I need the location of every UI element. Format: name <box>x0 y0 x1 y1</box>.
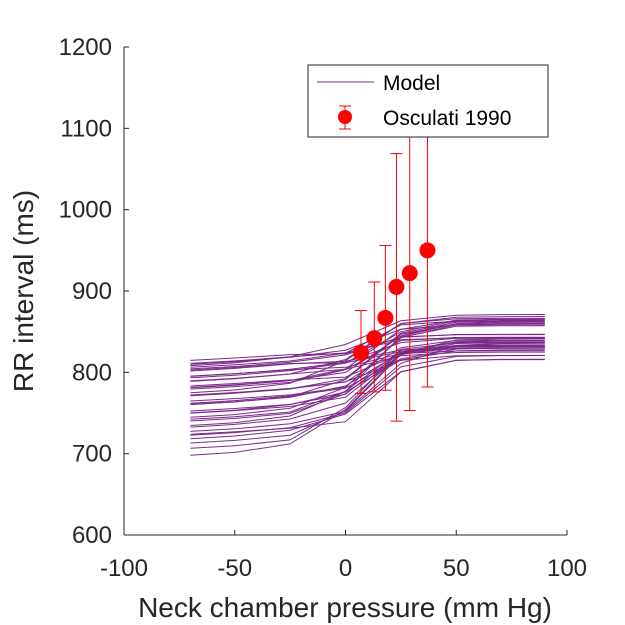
model-curve <box>190 346 545 372</box>
model-curve <box>190 351 545 382</box>
y-tick-label: 1000 <box>59 197 112 224</box>
legend: Model Osculati 1990 <box>307 64 549 138</box>
y-ticks: 600 700 800 900 1000 1100 1200 <box>59 34 129 549</box>
data-point <box>419 242 436 259</box>
model-curve <box>190 349 545 414</box>
x-tick-label: 100 <box>547 555 587 582</box>
y-tick-label: 1100 <box>60 115 112 142</box>
y-tick-label: 600 <box>72 522 112 549</box>
y-tick-label: 700 <box>72 441 112 468</box>
x-tick-label: 0 <box>339 555 352 582</box>
data-point <box>388 278 405 295</box>
legend-model-label: Model <box>383 72 440 95</box>
legend-box <box>307 64 549 138</box>
legend-data-marker <box>338 110 352 124</box>
y-axis-label: RR interval (ms) <box>8 190 39 392</box>
y-tick-label: 1200 <box>59 34 112 61</box>
x-tick-label: 50 <box>443 555 470 582</box>
y-tick-label: 900 <box>72 278 112 305</box>
x-axis-label: Neck chamber pressure (mm Hg) <box>138 592 552 623</box>
data-point <box>353 344 370 361</box>
model-curve <box>190 338 545 428</box>
x-tick-label: -100 <box>100 555 148 582</box>
data-points <box>353 114 436 422</box>
data-point <box>366 330 383 347</box>
data-point <box>377 309 394 326</box>
x-ticks: -100 -50 0 50 100 <box>100 530 587 582</box>
y-tick-label: 800 <box>72 359 112 386</box>
model-curve <box>190 340 545 456</box>
data-point <box>401 265 418 282</box>
model-lines <box>190 314 545 456</box>
model-curve <box>190 337 545 364</box>
model-curve <box>190 347 545 371</box>
model-curve <box>190 359 545 435</box>
x-tick-label: -50 <box>217 555 252 582</box>
model-curve <box>190 321 545 388</box>
model-curve <box>190 318 545 379</box>
model-curve <box>190 342 545 432</box>
legend-data-label: Osculati 1990 <box>383 107 511 130</box>
